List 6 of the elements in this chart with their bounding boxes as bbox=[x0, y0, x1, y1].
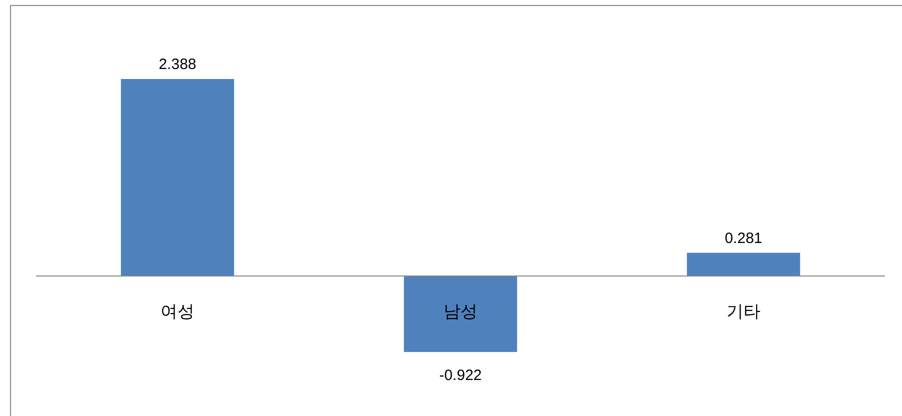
data-label: 2.388 bbox=[158, 56, 196, 73]
data-label: 0.281 bbox=[724, 230, 762, 247]
x-tick-label: 기타 bbox=[726, 302, 760, 321]
x-tick-label: 여성 bbox=[160, 302, 194, 321]
x-tick-label: 남성 bbox=[444, 302, 478, 321]
data-label: -0.922 bbox=[439, 367, 482, 384]
